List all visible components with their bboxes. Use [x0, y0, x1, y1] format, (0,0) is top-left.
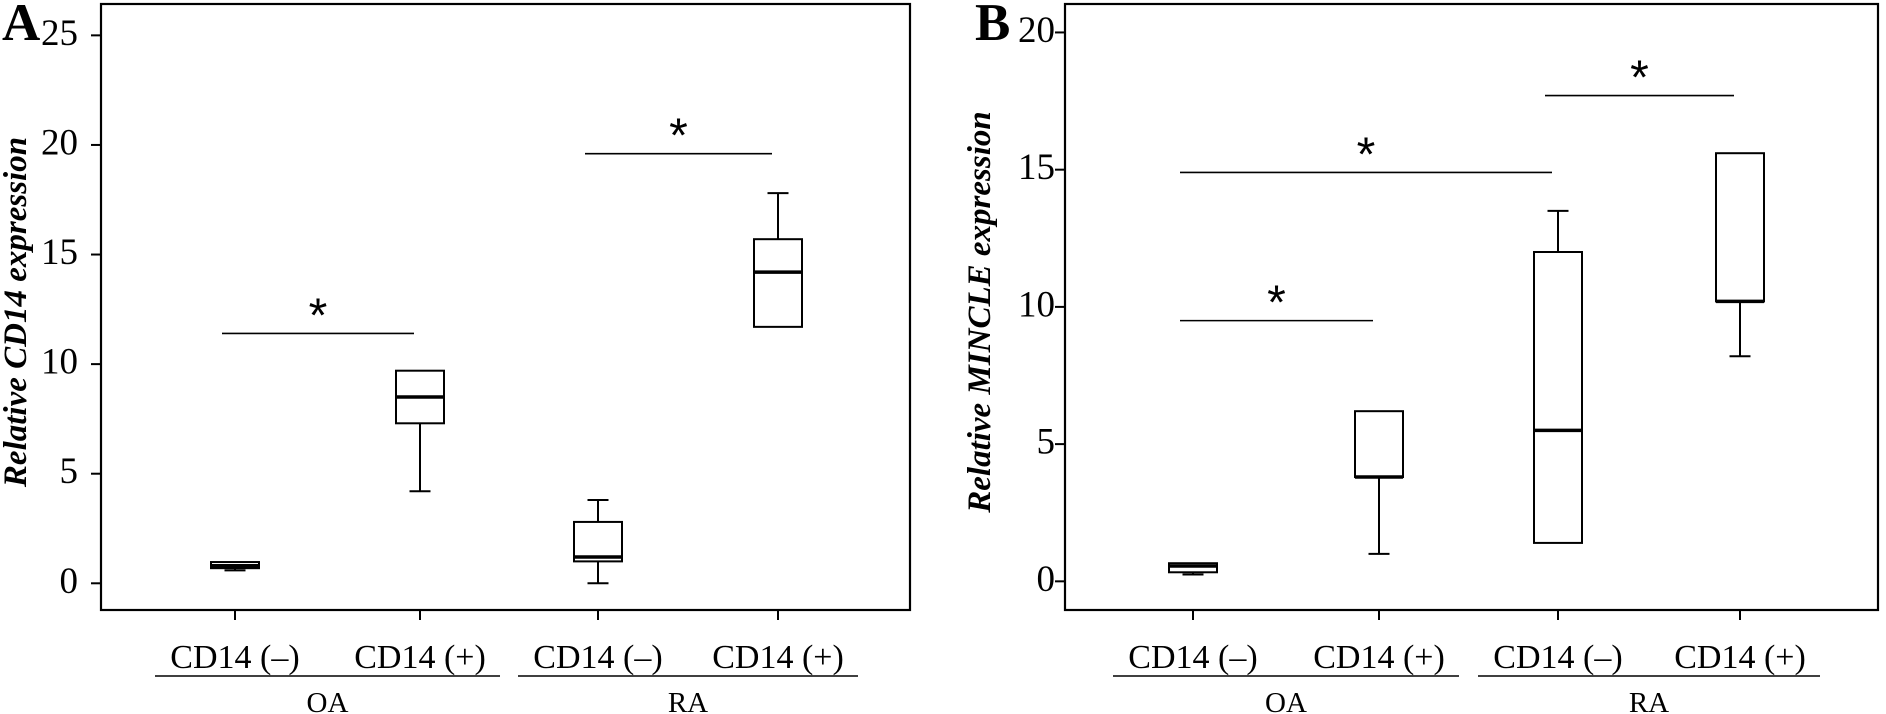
svg-text:20: 20 — [1018, 10, 1055, 51]
svg-text:OA: OA — [307, 687, 349, 714]
svg-text:CD14 (+): CD14 (+) — [712, 639, 844, 676]
svg-text:10: 10 — [41, 342, 78, 383]
svg-text:*: * — [1630, 52, 1649, 105]
svg-text:*: * — [1267, 277, 1286, 330]
svg-text:CD14 (–): CD14 (–) — [533, 639, 662, 676]
svg-text:5: 5 — [60, 451, 79, 492]
svg-text:CD14 (+): CD14 (+) — [1313, 639, 1445, 676]
svg-text:*: * — [1357, 128, 1376, 181]
svg-text:0: 0 — [1037, 559, 1056, 600]
svg-text:0: 0 — [60, 561, 79, 602]
svg-text:10: 10 — [1018, 284, 1055, 325]
svg-text:25: 25 — [41, 13, 78, 54]
svg-text:CD14 (–): CD14 (–) — [1128, 639, 1257, 676]
svg-text:20: 20 — [41, 122, 78, 163]
svg-text:15: 15 — [41, 232, 78, 273]
svg-text:OA: OA — [1265, 687, 1307, 714]
svg-text:Relative CD14 expression: Relative CD14 expression — [0, 137, 34, 488]
svg-text:CD14 (+): CD14 (+) — [1674, 639, 1806, 676]
svg-text:A: A — [2, 0, 40, 52]
svg-text:5: 5 — [1037, 422, 1056, 463]
svg-text:CD14 (+): CD14 (+) — [354, 639, 486, 676]
svg-text:CD14 (–): CD14 (–) — [1493, 639, 1622, 676]
svg-text:Relative MINCLE expression: Relative MINCLE expression — [962, 111, 998, 514]
svg-text:*: * — [309, 289, 328, 342]
svg-text:15: 15 — [1018, 147, 1055, 188]
svg-text:CD14 (–): CD14 (–) — [170, 639, 299, 676]
svg-text:RA: RA — [668, 687, 708, 714]
svg-text:*: * — [669, 110, 688, 163]
svg-text:RA: RA — [1629, 687, 1669, 714]
svg-text:B: B — [975, 0, 1010, 52]
